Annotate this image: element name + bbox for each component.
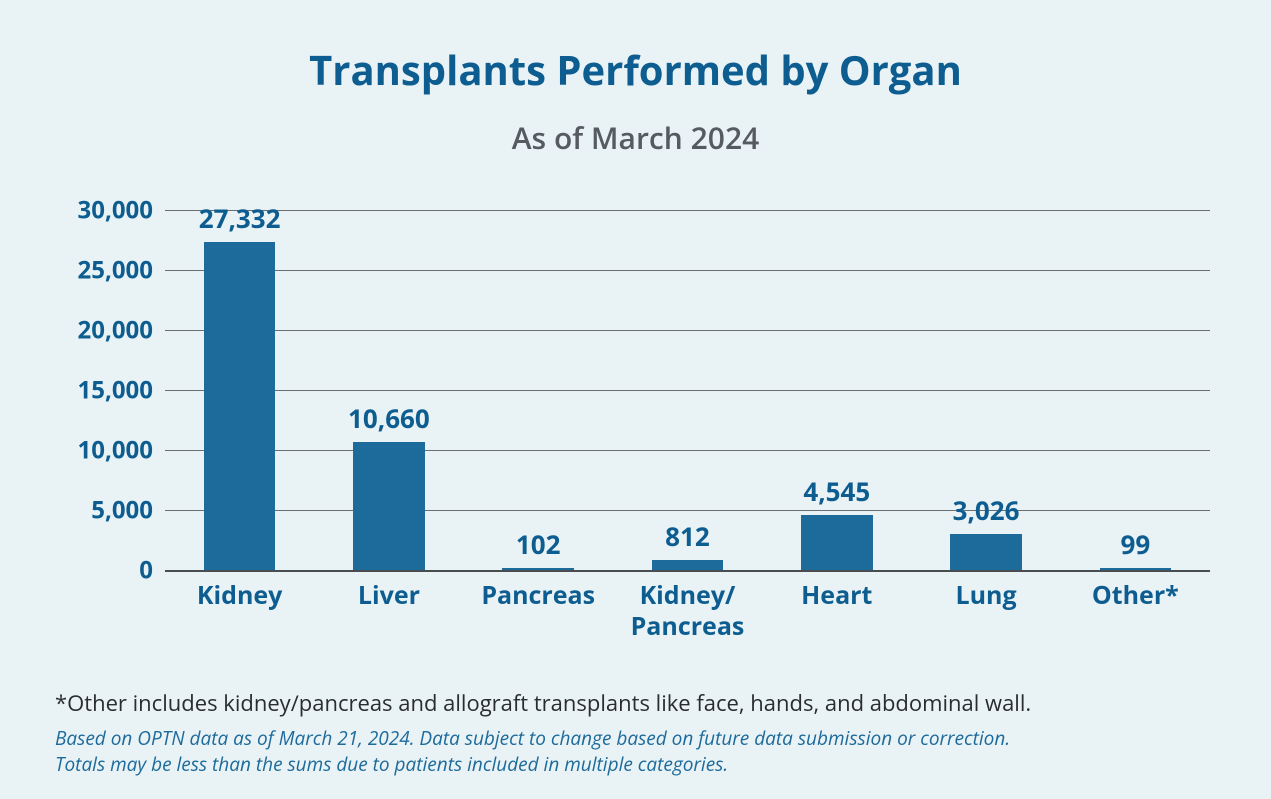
footnote-asterisk: *Other includes kidney/pancreas and allo… (55, 688, 1031, 718)
x-axis-baseline (165, 570, 1210, 572)
x-category-label: Heart (762, 580, 911, 611)
footnote-source: Based on OPTN data as of March 21, 2024.… (55, 726, 1010, 777)
y-tick-label: 30,000 (78, 194, 153, 227)
gridline (165, 270, 1210, 271)
bar-chart: 0 5,000 10,000 15,000 20,000 25,000 30,000 27,3… (55, 190, 1215, 660)
gridline (165, 510, 1210, 511)
bar-value-label: 27,332 (199, 200, 281, 236)
x-category-label: Pancreas (464, 580, 613, 611)
y-tick-label: 20,000 (78, 314, 153, 347)
gridline (165, 450, 1210, 451)
bar: 27,332 (204, 242, 276, 570)
x-category-label: Lung (911, 580, 1060, 611)
y-tick-label: 15,000 (78, 374, 153, 407)
x-category-label: Kidney/ Pancreas (613, 580, 762, 643)
plot-area: 05,00010,00015,00020,00025,00030,00027,3… (165, 210, 1210, 570)
x-category-label: Liver (314, 580, 463, 611)
gridline (165, 210, 1210, 211)
chart-subtitle: As of March 2024 (0, 117, 1271, 158)
x-category-label: Kidney (165, 580, 314, 611)
gridline (165, 390, 1210, 391)
bar-value-label: 102 (516, 526, 561, 562)
bar-value-label: 4,545 (803, 473, 870, 509)
bar: 3,026 (950, 534, 1022, 570)
bar: 102 (502, 568, 574, 570)
bar: 10,660 (353, 442, 425, 570)
bar-value-label: 812 (665, 518, 710, 554)
bar: 99 (1100, 568, 1172, 570)
bar-value-label: 10,660 (348, 400, 430, 436)
bar: 812 (652, 560, 724, 570)
y-tick-label: 0 (139, 554, 153, 587)
y-tick-label: 25,000 (78, 254, 153, 287)
y-tick-label: 10,000 (78, 434, 153, 467)
bar-value-label: 99 (1120, 526, 1150, 562)
bar-value-label: 3,026 (953, 492, 1020, 528)
chart-title: Transplants Performed by Organ (0, 0, 1271, 97)
bar: 4,545 (801, 515, 873, 570)
x-category-label: Other* (1061, 580, 1210, 611)
gridline (165, 330, 1210, 331)
y-tick-label: 5,000 (91, 494, 153, 527)
